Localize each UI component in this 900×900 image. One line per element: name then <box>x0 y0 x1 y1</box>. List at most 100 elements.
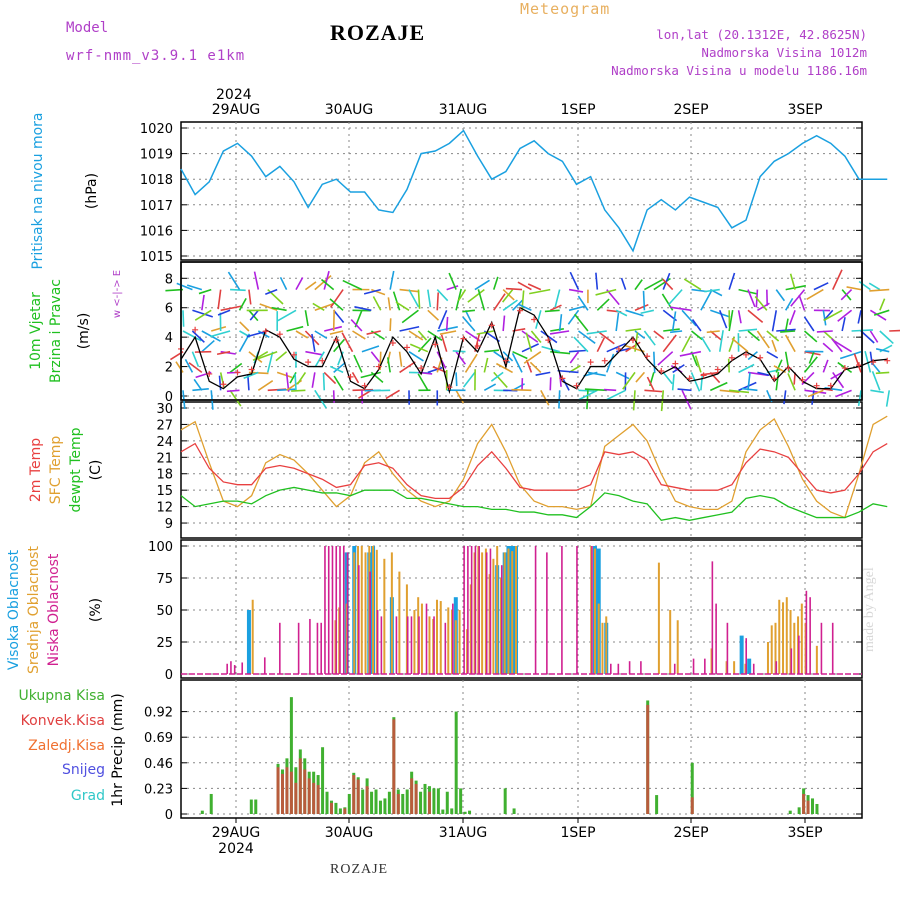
wind-barb <box>729 389 750 394</box>
precip-total-bar <box>463 811 467 814</box>
cloud-mid-bar <box>800 603 803 674</box>
wind-barb <box>229 389 242 407</box>
precip-total-bar <box>370 791 374 814</box>
wind-barb <box>296 371 307 385</box>
wind-barb <box>535 371 551 376</box>
cloud-low-bar <box>775 661 778 674</box>
wind-barb <box>839 350 862 360</box>
wind-barb <box>323 371 337 385</box>
ytick-label: 0.23 <box>144 782 173 797</box>
wind-label-a: 10m Vjetar <box>28 292 44 370</box>
wind-gust-marker <box>333 337 340 344</box>
wind-barb <box>869 288 890 292</box>
wind-barb <box>314 330 328 339</box>
precip-total-label: Ukupna Kisa <box>18 688 105 704</box>
wind-barb <box>467 288 485 303</box>
year-label-bottom: 2024 <box>218 841 254 857</box>
wind-barb <box>803 330 818 343</box>
wind-barb <box>304 310 309 327</box>
wind-barb <box>512 299 524 311</box>
cloud-low-label: Niska Oblacnost <box>46 553 62 666</box>
cloud-mid-bar <box>597 603 600 674</box>
wind-gust-marker <box>206 370 213 377</box>
wind-barb <box>277 309 297 322</box>
wind-barb <box>248 351 263 363</box>
precip-conv-bar <box>303 769 307 814</box>
wind-barb <box>333 361 346 374</box>
wind-barb <box>493 293 506 311</box>
wind-gust-marker <box>672 360 679 367</box>
precip-conv-bar <box>356 779 360 814</box>
wind-gust-marker <box>785 365 792 372</box>
ytick-label: 0 <box>165 808 173 823</box>
precip-total-bar <box>405 789 409 814</box>
cloud-high-bar <box>246 610 251 674</box>
wind-barb <box>780 330 796 333</box>
wind-barb <box>353 354 363 373</box>
meteogram-label: Meteogram <box>520 0 611 18</box>
cloud-low-bar <box>452 603 454 674</box>
cloud-low-bar <box>809 597 811 674</box>
wind-barb <box>175 361 184 373</box>
cloud-low-bar <box>820 622 823 674</box>
wind-barb <box>615 312 620 332</box>
wind-barb <box>662 371 673 385</box>
wind-gust-marker <box>375 363 382 370</box>
wind-barb <box>243 371 259 379</box>
precip-conv-bar <box>289 771 293 814</box>
cloud-high-label: Visoka Oblacnost <box>6 549 22 670</box>
wind-barb <box>220 305 242 312</box>
precip-total-bar <box>361 789 365 814</box>
wind-barb <box>669 330 683 334</box>
wind-barb <box>248 289 252 305</box>
cloud-low-bar <box>316 622 319 674</box>
wind-barb <box>549 330 570 335</box>
wind-barb <box>583 371 598 377</box>
wind-unit: (m/s) <box>76 313 92 350</box>
wind-barb <box>567 309 580 325</box>
precip-total-bar <box>459 788 463 814</box>
wind-barb <box>620 277 627 290</box>
wind-barb <box>635 371 646 383</box>
wind-barb <box>527 283 542 291</box>
wind-barb <box>311 333 316 352</box>
wind-barb <box>625 328 642 332</box>
wind-barb <box>694 355 702 373</box>
wind-barb <box>587 371 606 377</box>
wind-barb <box>857 310 862 324</box>
wind-barb <box>523 351 542 364</box>
cloud-low-bar <box>241 662 244 674</box>
wind-barb <box>389 270 395 290</box>
precip-total-bar <box>387 791 391 814</box>
wind-barb <box>226 389 240 393</box>
ytick-label: 1017 <box>140 199 173 214</box>
precip-total-bar <box>378 800 382 814</box>
wind-barb <box>875 348 890 353</box>
wind-barb <box>813 282 829 291</box>
ytick-label: 27 <box>156 418 173 433</box>
wind-barb <box>837 309 853 322</box>
wind-barb <box>860 330 875 344</box>
precip-total-bar <box>209 793 213 814</box>
panel-frame <box>180 679 863 819</box>
ytick-label: 24 <box>156 435 173 450</box>
ytick-label: 50 <box>156 604 173 619</box>
location-info: lon,lat (20.1312E, 42.8625N) Nadmorska V… <box>611 26 867 80</box>
cloud-low-bar <box>500 565 503 674</box>
wind-gust-marker <box>658 367 665 374</box>
wind-barb <box>663 328 680 332</box>
cloud-low-bar <box>418 616 420 674</box>
ytick-label: 1016 <box>140 224 173 239</box>
wind-gust-marker <box>870 359 877 366</box>
wind-barb <box>259 303 278 312</box>
wind-barb <box>738 363 755 374</box>
panel-pressure: 1015 1016 1017 1018 1019 1020 <box>140 121 863 265</box>
cloud-low-bar <box>324 546 326 674</box>
cloud-high-bar <box>739 635 744 674</box>
wind-barb <box>869 330 879 343</box>
wind-barb <box>875 371 890 375</box>
wind-barb <box>540 330 558 344</box>
wind-barb <box>448 272 457 290</box>
wind-barb <box>869 309 887 321</box>
cloud-mid-bar <box>413 610 416 674</box>
